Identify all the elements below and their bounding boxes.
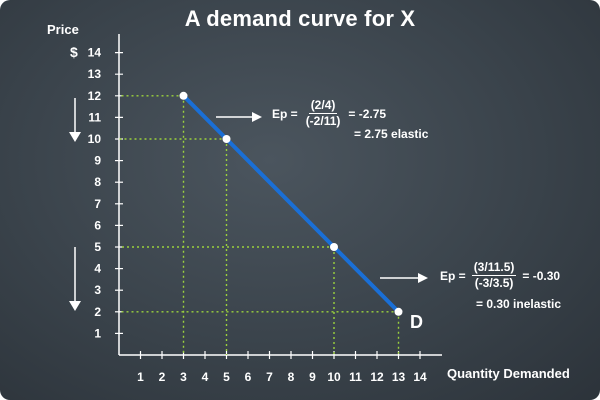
y-tick-label: 1 <box>94 326 101 340</box>
formula-note: = 0.30 inelastic <box>476 297 562 311</box>
x-tick-label: 14 <box>413 370 427 384</box>
y-tick-label: 5 <box>94 240 101 254</box>
x-tick-label: 8 <box>288 370 295 384</box>
x-tick-label: 4 <box>202 370 209 384</box>
y-tick-label: 7 <box>94 197 101 211</box>
formula-denominator: (-3/3.5) <box>474 276 514 290</box>
formula-result: = -0.30 <box>522 268 561 283</box>
y-tick-label: 13 <box>88 67 102 81</box>
y-tick-label: 14 <box>88 46 102 60</box>
formula-prefix: Ep = <box>440 268 466 283</box>
pointer-arrow-head <box>418 273 428 283</box>
y-tick-label: 2 <box>94 305 101 319</box>
y-tick-label: 4 <box>94 262 101 276</box>
formula-note: = 2.75 elastic <box>354 127 429 141</box>
y-axis-label: Price <box>47 22 79 37</box>
formula-fraction: (2/4) (-2/11) <box>304 98 343 129</box>
x-tick-label: 5 <box>223 370 230 384</box>
y-axis-unit: $ <box>70 44 78 60</box>
x-tick-label: 2 <box>159 370 166 384</box>
y-tick-label: 11 <box>88 110 101 124</box>
x-tick-label: 10 <box>327 370 341 384</box>
x-tick-label: 9 <box>309 370 316 384</box>
x-tick-label: 3 <box>180 370 187 384</box>
x-tick-label: 6 <box>245 370 252 384</box>
x-tick-label: 12 <box>370 370 384 384</box>
formula-numerator: (2/4) <box>308 98 338 114</box>
x-axis-label: Quantity Demanded <box>447 366 570 381</box>
x-tick-label: 13 <box>392 370 406 384</box>
x-tick-label: 11 <box>349 370 362 384</box>
x-tick-label: 1 <box>137 370 144 384</box>
data-point <box>330 243 338 251</box>
demand-curve-line <box>181 93 401 314</box>
data-point <box>394 307 403 316</box>
y-tick-label: 3 <box>94 283 101 297</box>
y-tick-label: 12 <box>88 89 102 103</box>
data-point <box>179 91 188 100</box>
elasticity-formula-lower: Ep = (3/11.5) (-3/3.5) = -0.30 = 0.30 in… <box>440 260 561 311</box>
y-tick-label: 9 <box>94 154 101 168</box>
demand-curve-label: D <box>410 312 423 332</box>
data-point <box>222 135 231 143</box>
price-fall-arrow-head <box>69 132 81 142</box>
chart-title: A demand curve for X <box>184 6 416 31</box>
formula-result: = -2.75 <box>348 106 387 121</box>
formula-numerator: (3/11.5) <box>471 260 517 276</box>
formula-denominator: (-2/11) <box>305 114 341 128</box>
y-tick-label: 10 <box>88 132 102 146</box>
x-tick-label: 7 <box>266 370 273 384</box>
formula-fraction: (3/11.5) (-3/3.5) <box>471 260 517 291</box>
formula-prefix: Ep = <box>272 106 298 121</box>
price-fall-arrow-head <box>69 301 81 311</box>
y-tick-label: 8 <box>94 175 101 189</box>
elasticity-formula-upper: Ep = (2/4) (-2/11) = -2.75 = 2.75 elasti… <box>272 98 428 141</box>
y-tick-label: 6 <box>94 218 101 232</box>
pointer-arrow-head <box>252 112 262 122</box>
